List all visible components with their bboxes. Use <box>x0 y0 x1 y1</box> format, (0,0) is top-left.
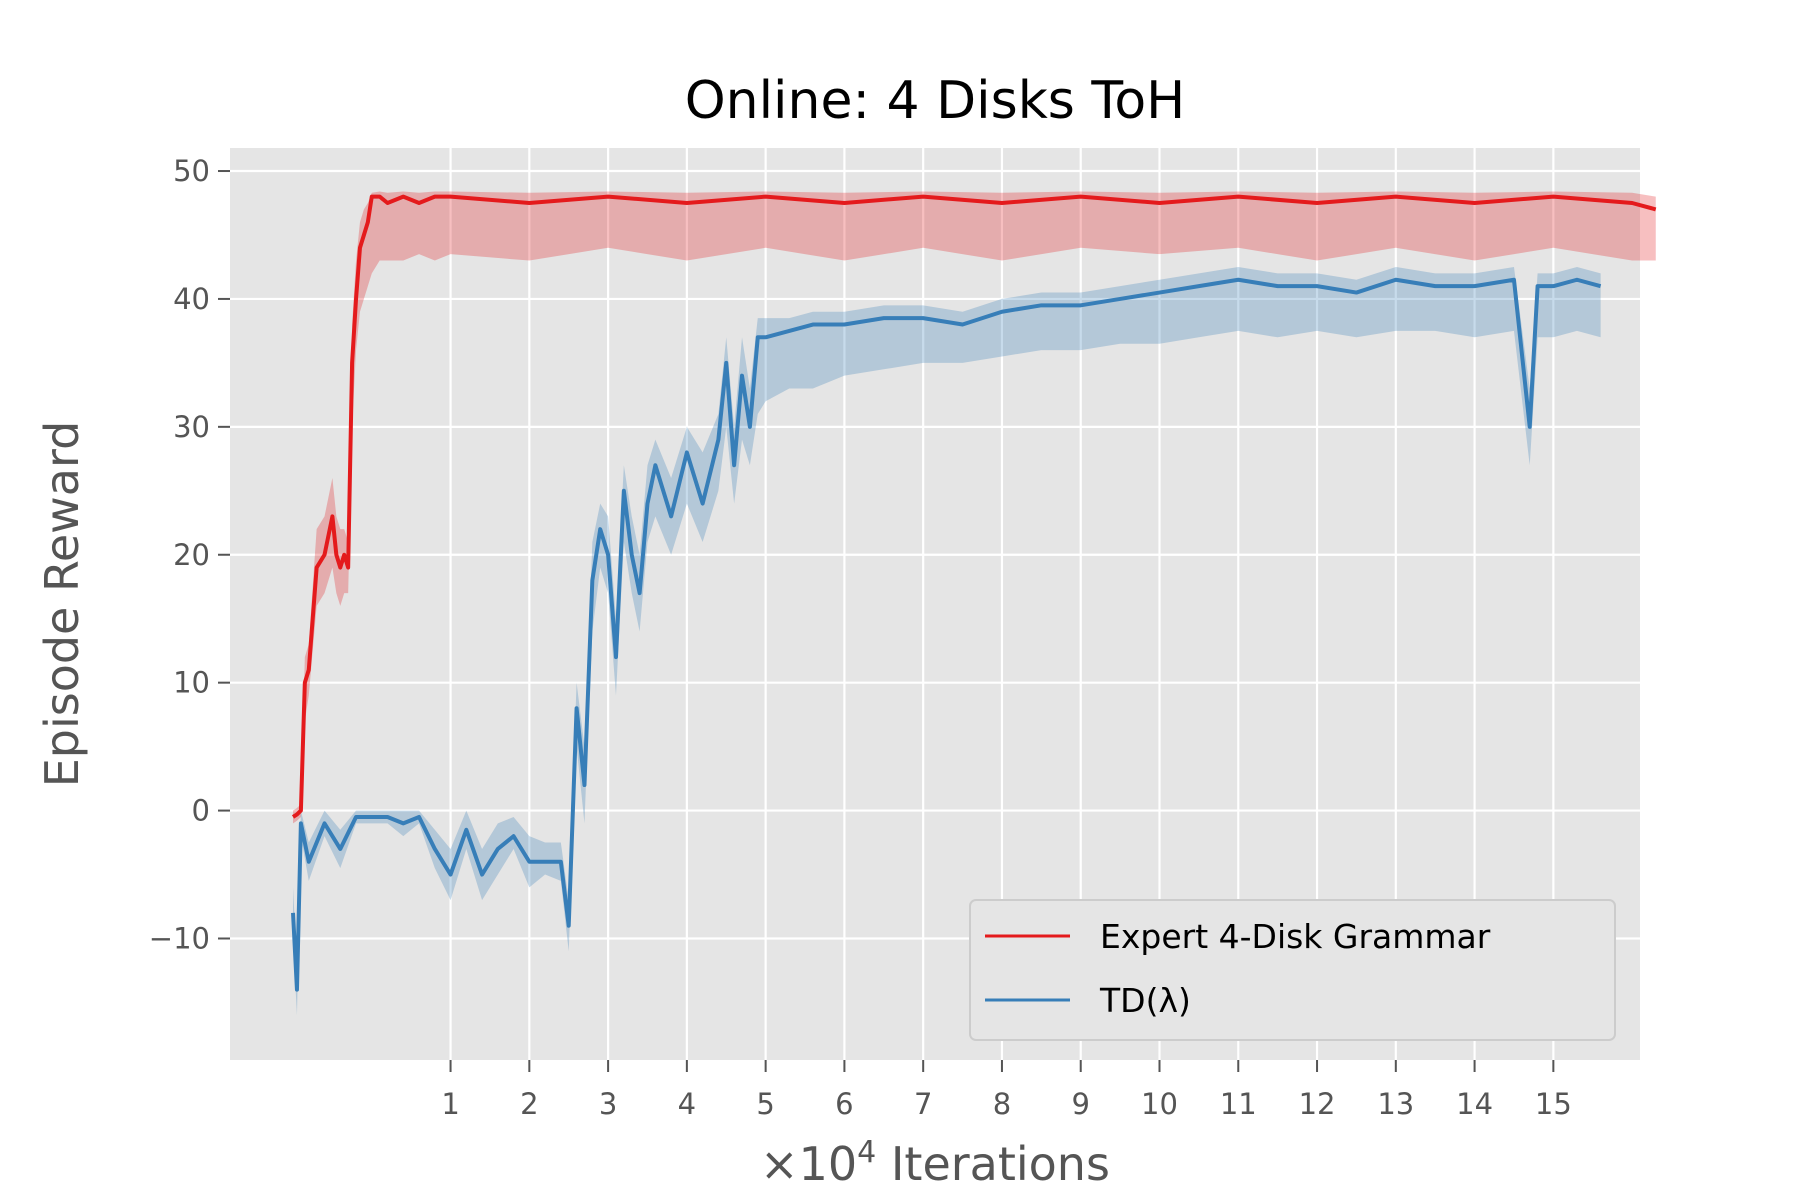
series-band-0 <box>293 191 1656 824</box>
confidence-bands <box>293 191 1656 1016</box>
x-tick-label: 13 <box>1377 1087 1414 1121</box>
x-tick-label: 11 <box>1220 1087 1257 1121</box>
x-tick-label: 6 <box>835 1087 853 1121</box>
legend: Expert 4-Disk Grammar TD(λ) <box>969 899 1616 1041</box>
y-tick-label: 10 <box>173 666 210 700</box>
legend-box <box>969 899 1616 1041</box>
legend-label-expert: Expert 4-Disk Grammar <box>1100 917 1491 956</box>
y-tick-label: −10 <box>149 921 210 955</box>
x-axis-label-prefix: ×10 <box>760 1137 857 1191</box>
x-axis-label: ×104 Iterations <box>760 1135 1110 1191</box>
x-tick-label: 14 <box>1456 1087 1493 1121</box>
x-tick-label: 4 <box>678 1087 696 1121</box>
y-axis-label: Episode Reward <box>35 421 89 788</box>
y-tick-label: 0 <box>192 794 210 828</box>
series-line-1 <box>291 277 1602 992</box>
x-tick-label: 9 <box>1071 1087 1089 1121</box>
x-axis-label-exponent: 4 <box>857 1135 876 1170</box>
x-tick-label: 8 <box>993 1087 1011 1121</box>
x-tick-label: 15 <box>1535 1087 1572 1121</box>
x-tick-label: 12 <box>1299 1087 1336 1121</box>
series-line-0 <box>291 194 1657 819</box>
chart-title: Online: 4 Disks ToH <box>685 71 1186 131</box>
x-tick-label: 3 <box>599 1087 617 1121</box>
x-tick-label: 7 <box>914 1087 932 1121</box>
y-tick-label: 40 <box>173 282 210 316</box>
x-tick-label: 2 <box>520 1087 538 1121</box>
y-tick-label: 50 <box>173 154 210 188</box>
x-tick-label: 10 <box>1141 1087 1178 1121</box>
y-tick-label: 20 <box>173 538 210 572</box>
series-lines <box>291 194 1657 992</box>
legend-label-td: TD(λ) <box>1099 981 1191 1020</box>
y-tick-label: 30 <box>173 410 210 444</box>
x-axis-label-suffix: Iterations <box>876 1137 1110 1191</box>
x-tick-label: 5 <box>756 1087 774 1121</box>
x-tick-label: 1 <box>441 1087 459 1121</box>
